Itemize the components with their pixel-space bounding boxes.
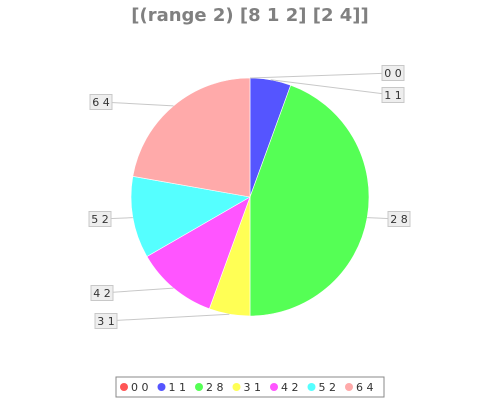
pie-slice-4-2 [146, 196, 251, 310]
legend-swatch-3-1 [232, 383, 241, 391]
label-box-4-2 [90, 285, 114, 301]
slice-label-0-0: 0 0 [384, 67, 402, 80]
label-leader-0-0 [249, 72, 394, 79]
slice-label-3-1: 3 1 [97, 315, 115, 328]
legend-swatch-5-2 [307, 383, 316, 391]
label-box-3-1 [94, 313, 118, 329]
slice-label-1-1: 1 1 [384, 89, 402, 102]
slice-label-4-2: 4 2 [93, 287, 111, 300]
pie-slice-2-8 [249, 84, 370, 317]
legend-swatch-6-4 [345, 383, 353, 391]
pie-slice-5-2 [130, 175, 251, 257]
label-box-5-2 [88, 211, 112, 227]
label-box-0-0 [381, 65, 405, 81]
label-leader-1-1 [270, 79, 394, 96]
slice-label-6-4: 6 4 [92, 96, 110, 109]
legend-label-6-4: 6 4 [356, 381, 374, 394]
label-leader-4-2 [101, 287, 174, 294]
legend-swatch-2-8 [195, 383, 203, 391]
legend-swatch-4-2 [270, 383, 278, 391]
legend-label-0-0: 0 0 [131, 381, 149, 394]
label-box-6-4 [89, 94, 113, 110]
legend-label-4-2: 4 2 [281, 381, 299, 394]
slice-label-2-8: 2 8 [390, 213, 408, 226]
label-box-2-8 [387, 211, 411, 227]
legend-label-2-8: 2 8 [206, 381, 224, 394]
label-leader-3-1 [105, 313, 230, 322]
legend-frame [115, 376, 385, 398]
label-leader-6-4 [100, 101, 174, 107]
chart-title: [(range 2) [8 1 2] [2 4]] [131, 5, 369, 26]
legend-swatch-1-1 [157, 383, 166, 391]
legend-label-1-1: 1 1 [169, 381, 187, 394]
legend-label-5-2: 5 2 [319, 381, 337, 394]
pie-slices [130, 77, 370, 317]
slice-label-5-2: 5 2 [91, 213, 109, 226]
legend-label-3-1: 3 1 [244, 381, 262, 394]
legend-swatch-0-0 [120, 383, 128, 391]
slice-labels: 0 0 1 1 2 8 3 1 4 2 5 2 6 4 [88, 65, 411, 329]
legend: 0 0 1 1 2 8 3 1 4 2 5 2 6 4 [115, 376, 385, 398]
pie-slice-6-4 [132, 77, 251, 198]
label-box-1-1 [381, 87, 405, 103]
